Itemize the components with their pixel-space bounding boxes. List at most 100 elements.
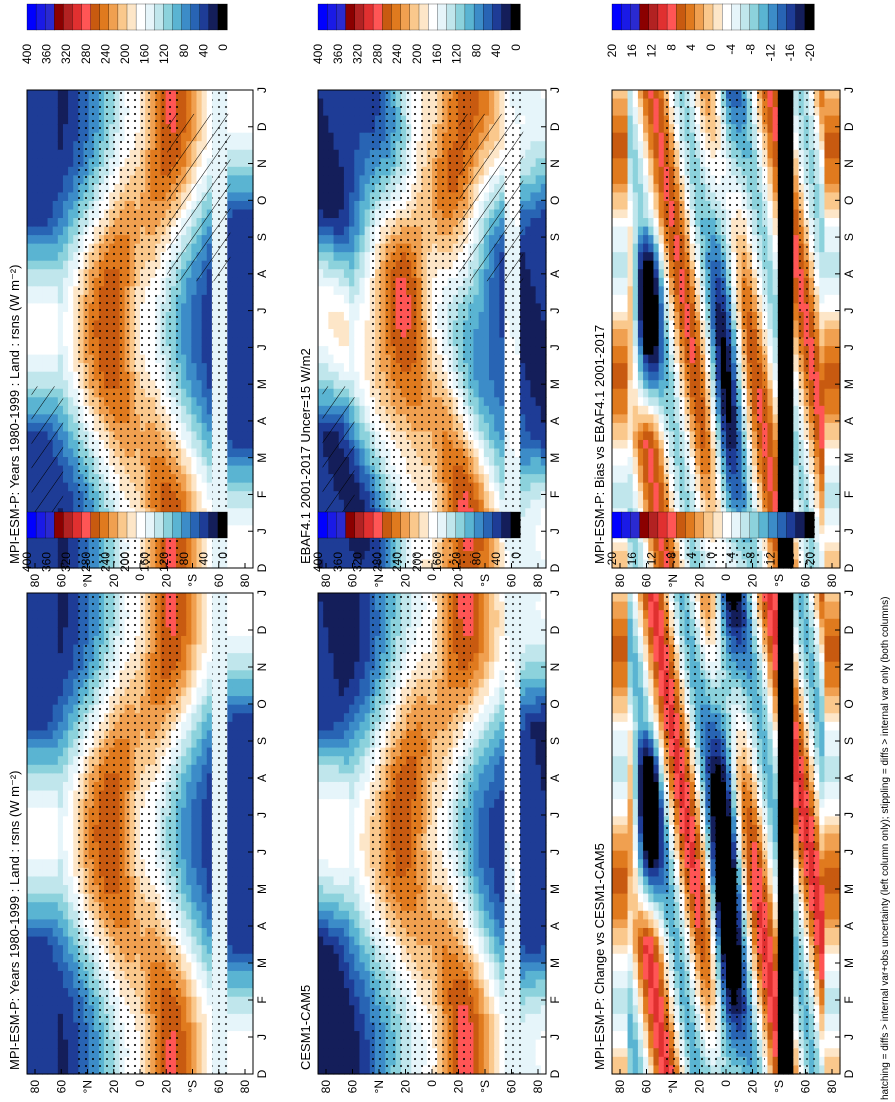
heatmap-cell (47, 346, 54, 356)
heatmap-cell (232, 670, 239, 680)
heatmap-cell (32, 885, 38, 895)
heatmap-cell (37, 363, 44, 373)
heatmap-cell (186, 799, 192, 809)
heatmap-cell (232, 542, 239, 552)
heatmap-cell (47, 747, 54, 757)
heatmap-cell (196, 910, 203, 920)
heatmap-cell (181, 422, 187, 433)
heatmap-cell (201, 653, 208, 663)
heatmap-cell (27, 457, 33, 467)
heatmap-cell (191, 936, 198, 946)
heatmap-cell (68, 183, 74, 194)
heatmap-cell (57, 286, 64, 296)
heatmap-cell (32, 996, 38, 1006)
heatmap-cell (42, 936, 49, 946)
heatmap-cell (62, 499, 69, 509)
heatmap-cell (68, 936, 74, 946)
heatmap-cell (62, 1005, 69, 1015)
heatmap-cell (237, 936, 244, 946)
heatmap-cell (32, 260, 38, 270)
heatmap-cell (68, 320, 74, 330)
heatmap-cell (181, 107, 187, 117)
heatmap-cell (237, 457, 244, 467)
heatmap-cell (196, 311, 203, 322)
heatmap-cell (237, 149, 244, 159)
heatmap-cell (242, 311, 249, 322)
heatmap-cell (73, 431, 79, 441)
heatmap-cell (181, 1048, 187, 1058)
heatmap-cell (181, 859, 187, 869)
heatmap-cell (237, 799, 244, 809)
heatmap-cell (27, 200, 33, 211)
heatmap-cell (186, 346, 192, 356)
heatmap-cell (237, 910, 244, 920)
heatmap-cell (247, 790, 254, 800)
heatmap-cell (181, 713, 187, 723)
heatmap-cell (242, 303, 249, 313)
heatmap-cell (247, 953, 254, 963)
heatmap-cell (62, 635, 69, 646)
heatmap-cell (73, 962, 79, 972)
heatmap-cell (181, 807, 187, 817)
heatmap-cell (68, 704, 74, 714)
heatmap-cell (237, 132, 244, 142)
heatmap-cell (52, 320, 59, 330)
heatmap-cell (186, 320, 192, 330)
heatmap-cell (57, 618, 64, 628)
heatmap-cell (68, 996, 74, 1006)
heatmap-cell (186, 670, 192, 680)
heatmap-cell (181, 704, 187, 714)
heatmap-cell (57, 1031, 64, 1041)
heatmap-cell (62, 842, 69, 852)
heatmap-cell (52, 893, 59, 903)
heatmap-cell (242, 192, 249, 202)
heatmap-cell (242, 781, 249, 792)
heatmap-cell (73, 988, 79, 998)
heatmap-cell (175, 311, 182, 322)
heatmap-cell (175, 1056, 182, 1067)
heatmap-cell (73, 260, 79, 270)
heatmap-cell (242, 850, 249, 860)
heatmap-cell (247, 132, 254, 142)
heatmap-cell (232, 627, 239, 637)
heatmap-cell (52, 653, 59, 663)
heatmap-cell (52, 945, 59, 955)
heatmap-cell (47, 1048, 54, 1058)
heatmap-cell (73, 235, 79, 245)
heatmap-cell (37, 90, 44, 100)
heatmap-cell (247, 542, 254, 552)
heatmap-cell (68, 876, 74, 886)
heatmap-cell (32, 363, 38, 373)
heatmap-cell (73, 158, 79, 168)
heatmap-cell (27, 1031, 33, 1041)
heatmap-cell (196, 286, 203, 296)
heatmap-cell (32, 1048, 38, 1058)
heatmap-cell (47, 286, 54, 296)
heatmap-cell (181, 885, 187, 895)
heatmap-cell (52, 627, 59, 637)
heatmap-cell (175, 859, 182, 869)
heatmap-cell (68, 380, 74, 390)
heatmap-cell (237, 713, 244, 723)
heatmap-cell (32, 661, 38, 671)
heatmap-cell (27, 979, 33, 989)
heatmap-cell (47, 807, 54, 817)
heatmap-cell (57, 593, 64, 603)
heatmap-cell (68, 833, 74, 843)
heatmap-cell (201, 893, 208, 903)
heatmap-cell (206, 303, 213, 313)
heatmap-cell (32, 807, 38, 817)
heatmap-cell (62, 824, 69, 835)
month-tick-label: D (255, 122, 269, 131)
heatmap-cell (242, 644, 249, 654)
heatmap-cell (237, 303, 244, 313)
heatmap-cell (37, 1013, 44, 1024)
heatmap-cell (68, 243, 74, 253)
heatmap-cell (73, 618, 79, 628)
heatmap-cell (32, 218, 38, 228)
heatmap-cell (237, 747, 244, 757)
heatmap-cell (237, 226, 244, 236)
heatmap-cell (201, 439, 208, 450)
heatmap-cell (57, 653, 64, 663)
heatmap-cell (232, 747, 239, 757)
